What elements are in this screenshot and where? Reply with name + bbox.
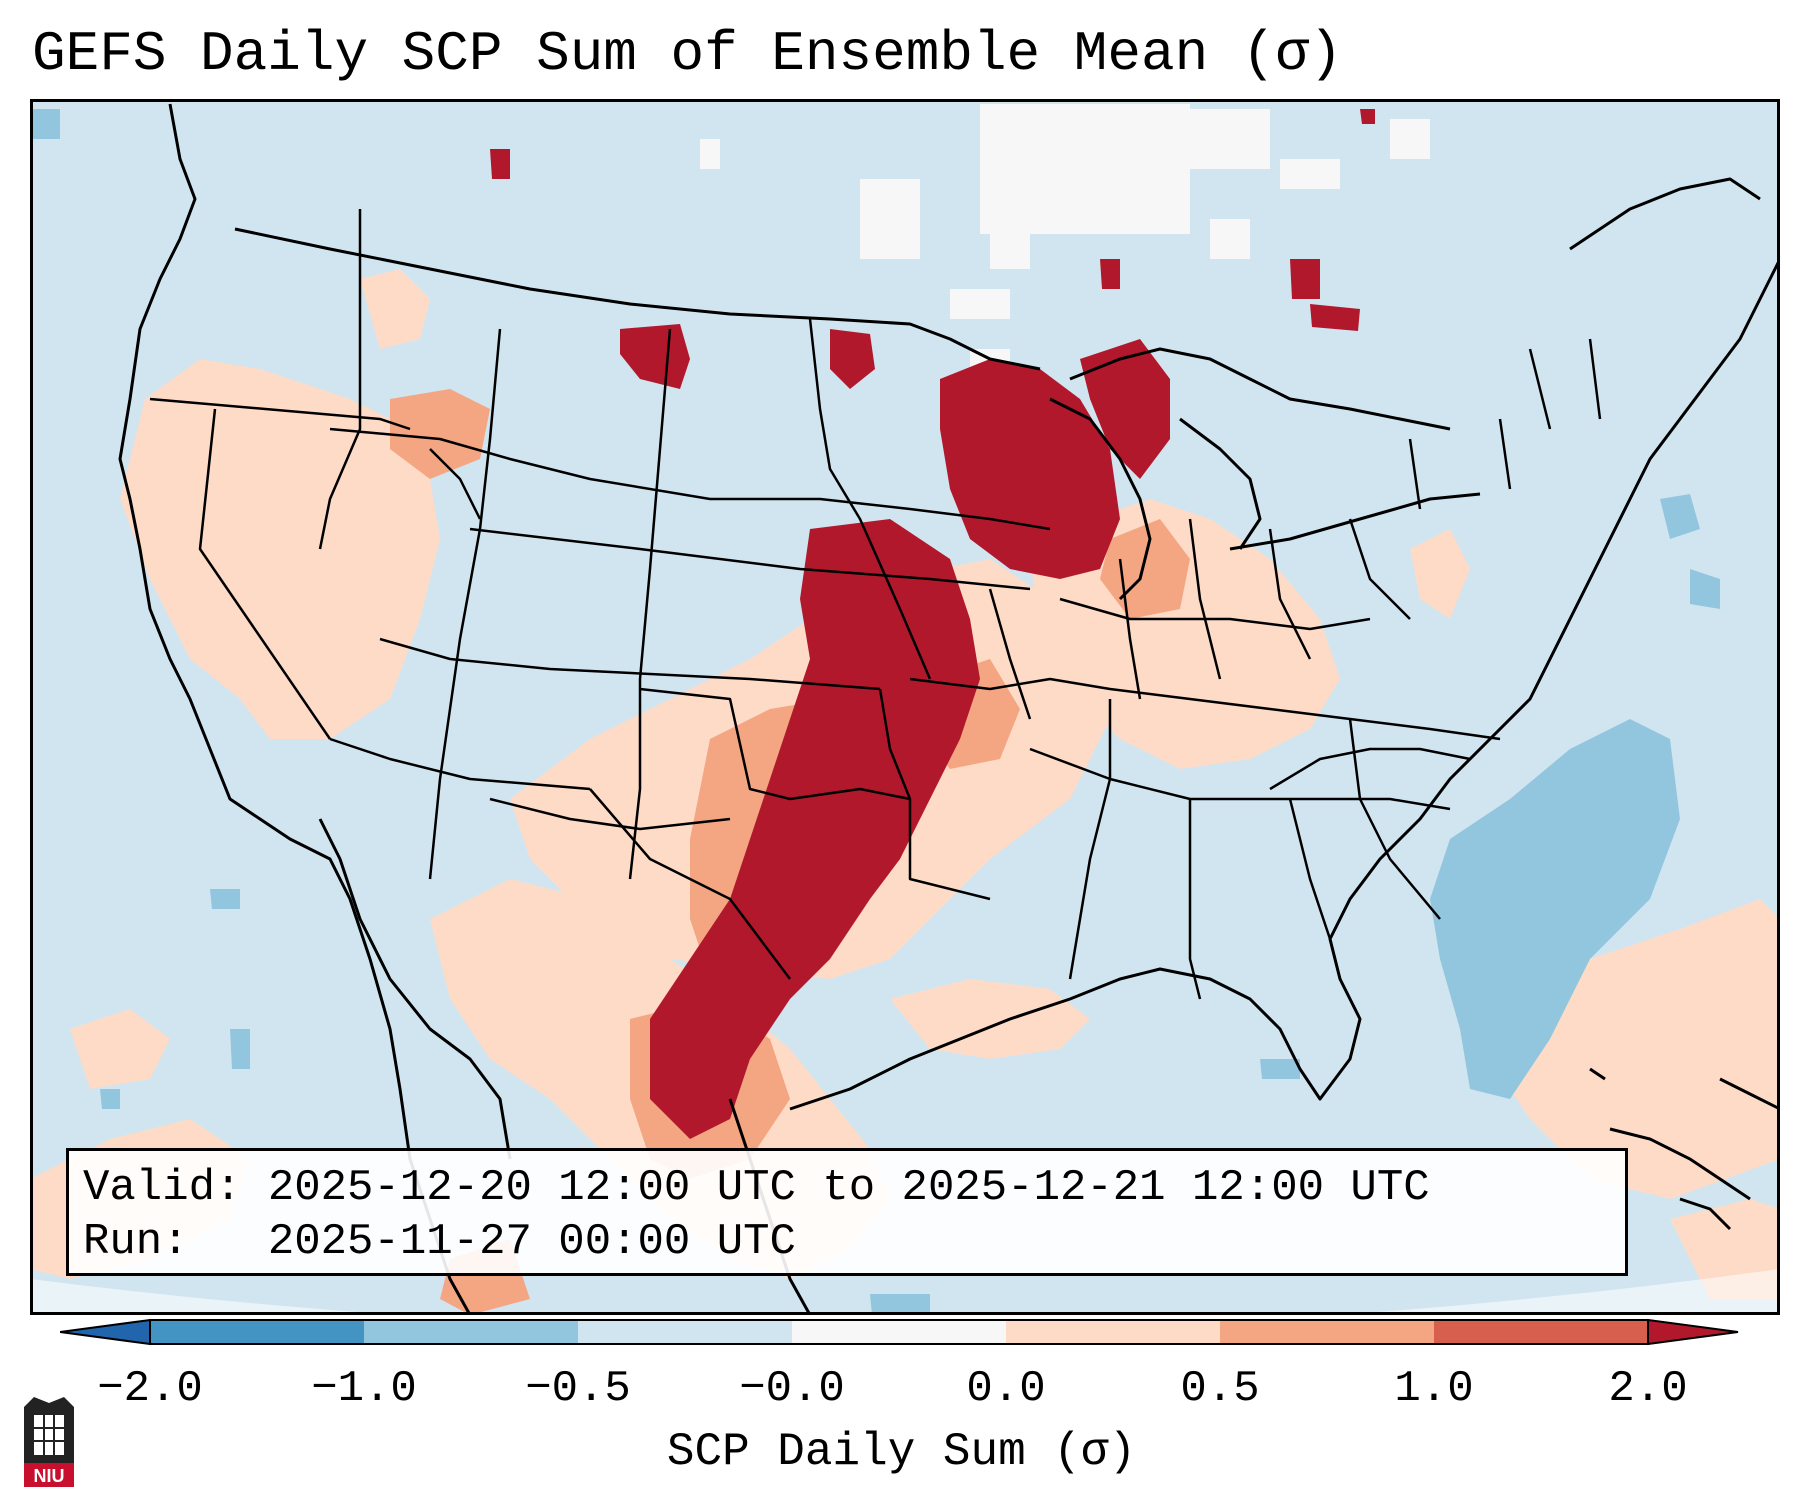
run-label: Run:	[83, 1217, 189, 1267]
colorbar-seg-2	[578, 1320, 792, 1344]
scp-map	[30, 99, 1780, 1315]
colorbar-label: SCP Daily Sum (σ)	[666, 1426, 1137, 1478]
colorbar-seg-1	[364, 1320, 578, 1344]
map-frame	[30, 99, 1780, 1315]
colorbar-seg-0	[150, 1320, 364, 1344]
light-blue-field	[30, 109, 1720, 1315]
colorbar-seg-5	[1220, 1320, 1434, 1344]
strong-red-field	[490, 109, 1375, 1139]
run-value: 2025-11-27 00:00 UTC	[267, 1217, 796, 1267]
projection-edge	[30, 1269, 1780, 1315]
colorbar-seg-4	[1006, 1320, 1220, 1344]
colorbar-tick: −1.0	[311, 1364, 417, 1414]
valid-value: 2025-12-20 12:00 UTC to 2025-12-21 12:00…	[267, 1163, 1430, 1213]
islands	[1589, 1067, 1780, 1231]
great-lakes	[234, 177, 1761, 601]
colorbar-tick: 0.5	[1180, 1364, 1260, 1414]
neutral-field	[700, 104, 1430, 389]
valid-time-box: Valid: 2025-12-20 12:00 UTC to 2025-12-2…	[66, 1148, 1628, 1276]
colorbar-tick: −2.0	[97, 1364, 203, 1414]
colorbar-tick: −0.0	[739, 1364, 845, 1414]
colorbar-seg-6	[1434, 1320, 1648, 1344]
valid-label: Valid:	[83, 1163, 242, 1213]
colorbar-tick: 1.0	[1394, 1364, 1474, 1414]
colorbar-seg-3	[792, 1320, 1006, 1344]
colorbar-over-arrow	[1647, 1318, 1739, 1346]
logo-text: NIU	[34, 1466, 65, 1486]
colorbar-tick: −0.5	[525, 1364, 631, 1414]
colorbar-tick: 0.0	[966, 1364, 1046, 1414]
run-row: Run: 2025-11-27 00:00 UTC	[83, 1215, 1611, 1269]
colorbar	[60, 1318, 1739, 1346]
state-borders	[149, 209, 1602, 1000]
colorbar-frame	[149, 1319, 1649, 1345]
colorbar-under-arrow	[60, 1318, 151, 1346]
map-title: GEFS Daily SCP Sum of Ensemble Mean (σ)	[32, 22, 1343, 86]
niu-logo-icon: NIU	[24, 1397, 74, 1487]
valid-row: Valid: 2025-12-20 12:00 UTC to 2025-12-2…	[83, 1161, 1611, 1215]
coastlines	[118, 103, 1780, 1315]
colorbar-tick: 2.0	[1608, 1364, 1688, 1414]
